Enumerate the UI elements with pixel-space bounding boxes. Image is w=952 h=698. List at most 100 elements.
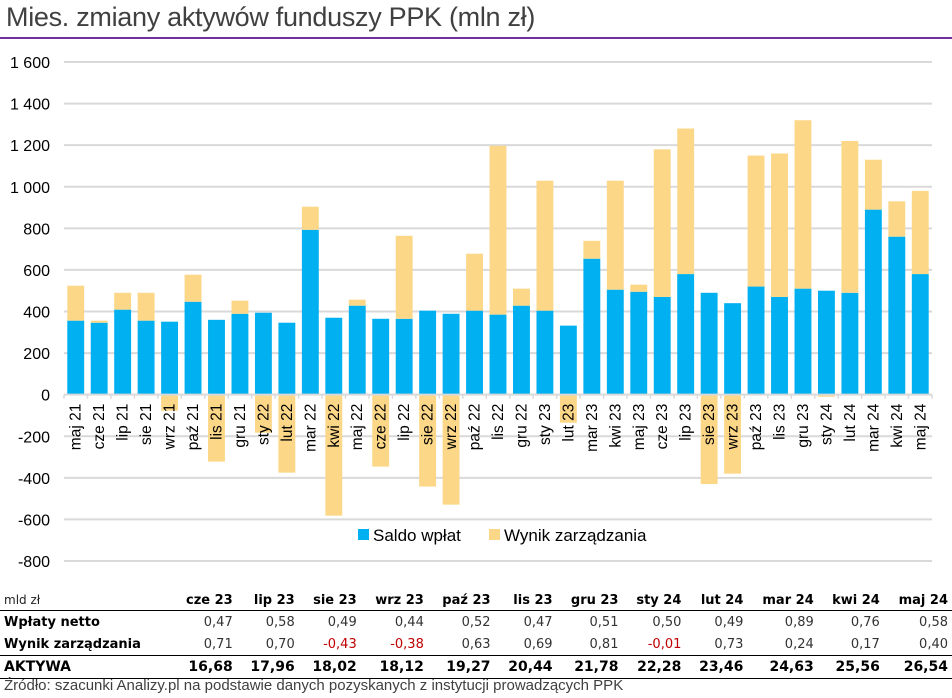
table-column-header: lip 23 xyxy=(236,590,299,611)
table-cell: 0,17 xyxy=(850,636,880,652)
bar-saldo-wplat xyxy=(442,313,460,395)
x-tick-label: maj 24 xyxy=(912,403,929,450)
table-column-header: paź 23 xyxy=(427,590,495,611)
bar-wynik-zarzadzania xyxy=(724,394,742,474)
bar-saldo-wplat xyxy=(536,310,554,395)
x-tick-label: kwi 24 xyxy=(889,403,906,447)
bar-wynik-zarzadzania xyxy=(161,394,179,411)
table-cell: 0,40 xyxy=(919,636,948,652)
bar-wynik-zarzadzania xyxy=(536,180,554,311)
bar-saldo-wplat xyxy=(395,318,413,395)
x-tick-label: cze 22 xyxy=(373,404,390,450)
bar-wynik-zarzadzania xyxy=(114,292,132,310)
y-tick-label: 1 400 xyxy=(10,97,50,114)
x-tick-label: lut 22 xyxy=(279,404,296,442)
table-cell: 25,56 xyxy=(817,655,884,679)
bar-wynik-zarzadzania xyxy=(747,155,765,287)
bar-wynik-zarzadzania xyxy=(559,394,577,423)
bars xyxy=(67,120,929,516)
table-cell: 0,51 xyxy=(589,614,619,630)
bar-saldo-wplat xyxy=(911,274,929,395)
y-tick-label: 800 xyxy=(23,221,50,238)
x-tick-label: wrz 23 xyxy=(725,404,742,451)
table-cell: 0,89 xyxy=(784,614,814,630)
bar-saldo-wplat xyxy=(794,288,812,395)
bar-wynik-zarzadzania xyxy=(325,394,343,516)
table-column-header: kwi 24 xyxy=(817,590,884,611)
bar-saldo-wplat xyxy=(513,305,530,395)
bar-wynik-zarzadzania xyxy=(137,292,155,321)
table-cell: 0,44 xyxy=(394,614,424,630)
bar-wynik-zarzadzania xyxy=(90,320,108,323)
stacked-bar-chart: 1 600 1 400 1 200 1 000 800 600 400 200 0 -200 -40… xyxy=(10,55,933,571)
table-cell: -0,38 xyxy=(390,636,424,652)
bar-wynik-zarzadzania xyxy=(372,394,390,467)
bar-wynik-zarzadzania xyxy=(184,274,202,302)
summary-table: mld zł cze 23 lip 23 sie 23 wrz 23 paź 23 lis… xyxy=(0,590,952,679)
y-tick-label: 1 200 xyxy=(10,138,50,155)
bar-wynik-zarzadzania xyxy=(442,394,460,505)
bar-saldo-wplat xyxy=(278,322,296,395)
x-tick-label: maj 21 xyxy=(68,404,85,451)
x-tick-label: wrz 22 xyxy=(443,404,460,451)
bar-wynik-zarzadzania xyxy=(278,394,296,473)
y-tick-label: -800 xyxy=(18,554,50,571)
table-row: Wpłaty netto 0,47 0,58 0,49 0,44 0,52 0,47 0,51… xyxy=(0,611,952,634)
y-tick-label: 0 xyxy=(41,388,50,405)
bar-wynik-zarzadzania xyxy=(489,145,507,315)
bar-saldo-wplat xyxy=(630,291,648,395)
x-tick-label: mar 23 xyxy=(584,404,601,452)
table-column-header: gru 23 xyxy=(556,590,623,611)
table-column-header: lut 24 xyxy=(685,590,748,611)
bar-saldo-wplat xyxy=(184,301,202,395)
x-tick-label: paź 23 xyxy=(748,404,765,451)
table-column-header: maj 24 xyxy=(883,590,952,611)
bar-saldo-wplat xyxy=(325,317,343,395)
y-tick-label: 1 600 xyxy=(10,55,50,72)
bar-saldo-wplat xyxy=(489,314,507,395)
table-cell: 0,70 xyxy=(265,636,295,652)
bar-saldo-wplat xyxy=(90,322,108,395)
bar-saldo-wplat xyxy=(841,292,859,395)
source-note: Źródło: szacunki Analizy.pl na podstawie… xyxy=(4,677,624,694)
legend-label-saldo: Saldo wpłat xyxy=(373,526,461,545)
x-tick-label: sie 22 xyxy=(420,404,437,445)
bar-wynik-zarzadzania xyxy=(208,394,225,462)
bar-wynik-zarzadzania xyxy=(653,149,671,297)
bar-saldo-wplat xyxy=(466,310,483,395)
legend: Saldo wpłat Wynik zarządzania xyxy=(358,526,647,545)
table-cell: 23,46 xyxy=(685,655,748,679)
table-column-header: wrz 23 xyxy=(360,590,428,611)
bar-saldo-wplat xyxy=(67,320,85,395)
bar-saldo-wplat xyxy=(419,310,437,395)
bar-wynik-zarzadzania xyxy=(67,285,85,321)
table-cell: 0,49 xyxy=(714,614,744,630)
table-column-header: sie 23 xyxy=(298,590,361,611)
x-tick-label: mar 24 xyxy=(865,403,882,452)
table-cell: 0,58 xyxy=(919,614,948,630)
x-tick-label: lut 24 xyxy=(842,403,859,441)
bar-wynik-zarzadzania xyxy=(231,300,249,314)
bar-wynik-zarzadzania xyxy=(513,288,530,306)
legend-label-wynik: Wynik zarządzania xyxy=(504,526,647,545)
table-cell: 0,76 xyxy=(850,614,880,630)
x-tick-label: sty 24 xyxy=(818,403,835,445)
x-tick-label: lut 23 xyxy=(560,404,577,442)
bar-saldo-wplat xyxy=(677,274,695,395)
x-tick-label: maj 23 xyxy=(631,404,648,451)
table-column-header: lis 23 xyxy=(494,590,557,611)
bar-wynik-zarzadzania xyxy=(771,153,788,297)
table-column-header: mar 24 xyxy=(747,590,818,611)
x-tick-label: sty 23 xyxy=(537,404,554,445)
bar-saldo-wplat xyxy=(583,258,601,395)
y-tick-label: 400 xyxy=(23,305,50,322)
bar-saldo-wplat xyxy=(137,320,155,395)
table-cell: 0,71 xyxy=(203,636,233,652)
bar-wynik-zarzadzania xyxy=(888,201,906,237)
table-cell: 0,47 xyxy=(523,614,553,630)
bar-saldo-wplat xyxy=(559,325,577,395)
bar-wynik-zarzadzania xyxy=(419,394,437,487)
table-cell: -0,01 xyxy=(647,636,682,652)
x-tick-label: sie 21 xyxy=(138,404,155,445)
bar-wynik-zarzadzania xyxy=(606,180,624,290)
